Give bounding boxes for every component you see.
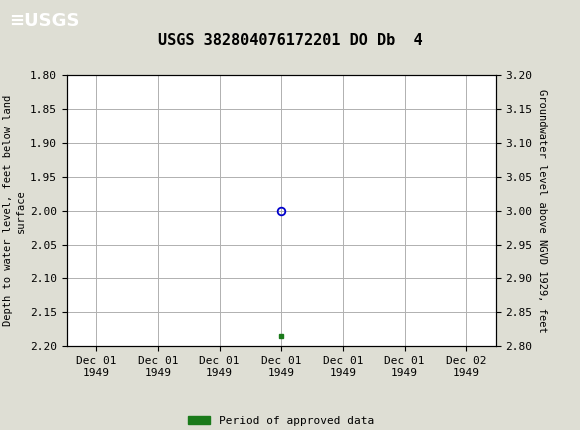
Text: USGS 382804076172201 DO Db  4: USGS 382804076172201 DO Db 4 [158,34,422,48]
Text: ≡USGS: ≡USGS [9,12,79,30]
Y-axis label: Depth to water level, feet below land
surface: Depth to water level, feet below land su… [3,95,26,326]
Legend: Period of approved data: Period of approved data [184,411,379,430]
Y-axis label: Groundwater level above NGVD 1929, feet: Groundwater level above NGVD 1929, feet [536,89,547,332]
